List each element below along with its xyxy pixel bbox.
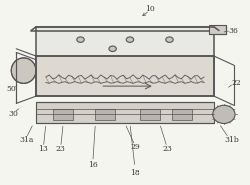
Text: 10: 10 [145, 5, 154, 13]
Bar [172, 109, 192, 120]
Text: 50: 50 [6, 85, 16, 93]
Circle shape [109, 46, 116, 51]
Text: 18: 18 [130, 169, 140, 177]
Bar [36, 56, 214, 96]
Text: 16: 16 [88, 161, 98, 169]
Text: 30: 30 [9, 110, 19, 118]
Text: 36: 36 [229, 26, 239, 35]
Circle shape [77, 37, 84, 42]
Bar [36, 27, 214, 60]
Bar [36, 102, 214, 123]
Text: 29: 29 [130, 143, 140, 151]
Ellipse shape [11, 58, 36, 83]
Bar [140, 109, 160, 120]
Bar [95, 109, 115, 120]
Circle shape [166, 37, 173, 42]
Text: 31a: 31a [19, 136, 33, 144]
Text: 22: 22 [232, 79, 241, 87]
Circle shape [126, 37, 134, 42]
Text: 23: 23 [56, 145, 66, 153]
Text: 23: 23 [162, 145, 172, 153]
Ellipse shape [213, 105, 235, 123]
Text: 13: 13 [38, 145, 48, 153]
Bar [209, 25, 226, 34]
Text: 31b: 31b [224, 136, 239, 144]
Bar [53, 109, 73, 120]
